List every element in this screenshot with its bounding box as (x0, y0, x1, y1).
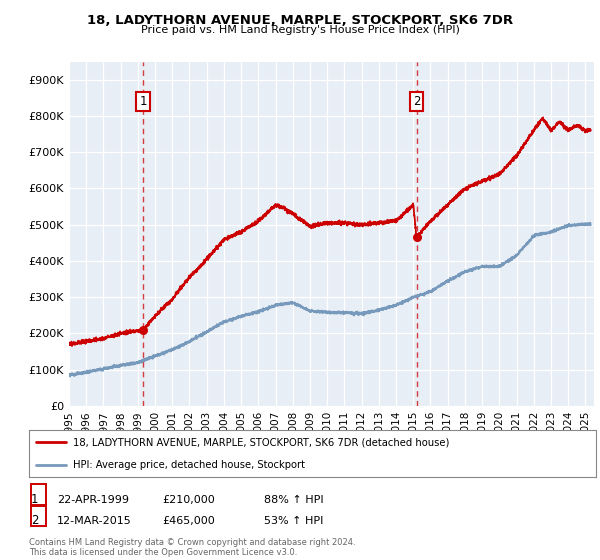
Text: 18, LADYTHORN AVENUE, MARPLE, STOCKPORT, SK6 7DR: 18, LADYTHORN AVENUE, MARPLE, STOCKPORT,… (87, 14, 513, 27)
Text: 1: 1 (31, 493, 38, 506)
Text: 12-MAR-2015: 12-MAR-2015 (57, 516, 132, 526)
Text: 2: 2 (413, 95, 420, 108)
Text: £210,000: £210,000 (162, 494, 215, 505)
Text: 53% ↑ HPI: 53% ↑ HPI (264, 516, 323, 526)
Text: 88% ↑ HPI: 88% ↑ HPI (264, 494, 323, 505)
Text: Price paid vs. HM Land Registry's House Price Index (HPI): Price paid vs. HM Land Registry's House … (140, 25, 460, 35)
Text: 1: 1 (139, 95, 147, 108)
Text: 2: 2 (31, 514, 38, 528)
Text: 18, LADYTHORN AVENUE, MARPLE, STOCKPORT, SK6 7DR (detached house): 18, LADYTHORN AVENUE, MARPLE, STOCKPORT,… (73, 437, 449, 447)
Text: 22-APR-1999: 22-APR-1999 (57, 494, 129, 505)
Text: Contains HM Land Registry data © Crown copyright and database right 2024.
This d: Contains HM Land Registry data © Crown c… (29, 538, 355, 557)
Text: £465,000: £465,000 (162, 516, 215, 526)
Text: HPI: Average price, detached house, Stockport: HPI: Average price, detached house, Stoc… (73, 460, 305, 470)
